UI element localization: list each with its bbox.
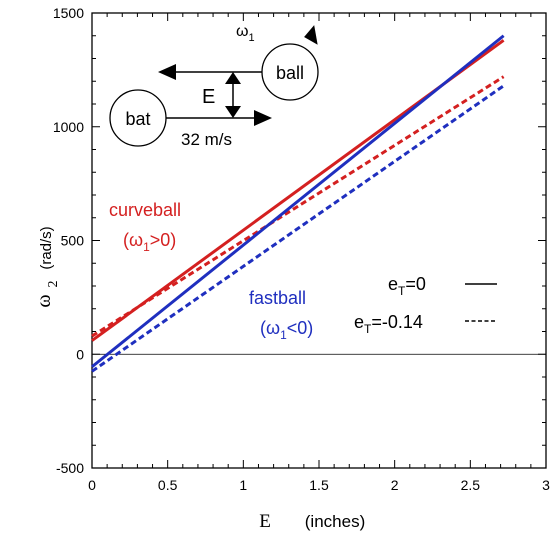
offset-arrowhead-up-icon (225, 72, 241, 84)
bat-label: bat (125, 109, 150, 129)
x-axis-symbol: E (259, 511, 271, 532)
ball-spin-arrow-icon (304, 25, 318, 45)
y-axis-label: ω 2 (rad/s) (33, 226, 61, 307)
x-axis-label: E (inches) (259, 511, 365, 532)
y-tick-label: -500 (56, 460, 84, 476)
curveball-annotation: curveball (ω1>0) (109, 200, 181, 254)
omega1-label: ω1 (236, 23, 255, 44)
y-tick-label: 500 (61, 233, 85, 249)
ball-text: ball (276, 63, 304, 83)
y-tick-label: 1000 (53, 119, 84, 135)
x-tick-label: 0.5 (158, 477, 178, 493)
x-tick-label: 0 (88, 477, 96, 493)
y-tick-label: 1500 (53, 5, 84, 21)
y-axis-unit: (rad/s) (38, 226, 55, 269)
curveball-line-eT-neg (91, 75, 505, 338)
x-axis-unit: (inches) (305, 512, 365, 531)
fastball-label: fastball (249, 288, 306, 308)
collision-diagram: ball ω1 bat E 32 m/s (109, 23, 319, 149)
series-layer (91, 34, 505, 373)
y-axis-subscript: 2 (46, 281, 61, 288)
axes-ticks (91, 12, 547, 469)
curveball-label: curveball (109, 200, 181, 220)
legend-solid-label: eT=0 (388, 274, 426, 298)
x-tick-label: 1.5 (309, 477, 329, 493)
y-axis-symbol: ω (33, 294, 55, 307)
ball-velocity-arrowhead-icon (158, 64, 176, 80)
svg-text:(rad/s): (rad/s) (38, 226, 55, 269)
legend: eT=0 eT=-0.14 (354, 274, 497, 336)
fastball-line-eT0 (91, 34, 505, 368)
x-tick-label: 1 (239, 477, 247, 493)
x-tick-label: 2.5 (461, 477, 481, 493)
fastball-condition: (ω1<0) (260, 318, 313, 342)
curveball-condition: (ω1>0) (123, 230, 176, 254)
offset-label: E (202, 86, 215, 108)
svg-text:ω: ω (33, 294, 55, 307)
x-tick-label: 2 (391, 477, 399, 493)
bat-velocity-arrowhead-icon (254, 110, 272, 126)
x-tick-label: 3 (542, 477, 550, 493)
fastball-line-eT-neg (91, 84, 505, 373)
speed-label: 32 m/s (181, 130, 232, 149)
svg-text:2: 2 (46, 281, 61, 288)
fastball-annotation: fastball (ω1<0) (249, 288, 313, 342)
offset-arrowhead-down-icon (225, 106, 241, 118)
y-tick-label: 0 (76, 346, 84, 362)
legend-dashed-label: eT=-0.14 (354, 312, 423, 336)
